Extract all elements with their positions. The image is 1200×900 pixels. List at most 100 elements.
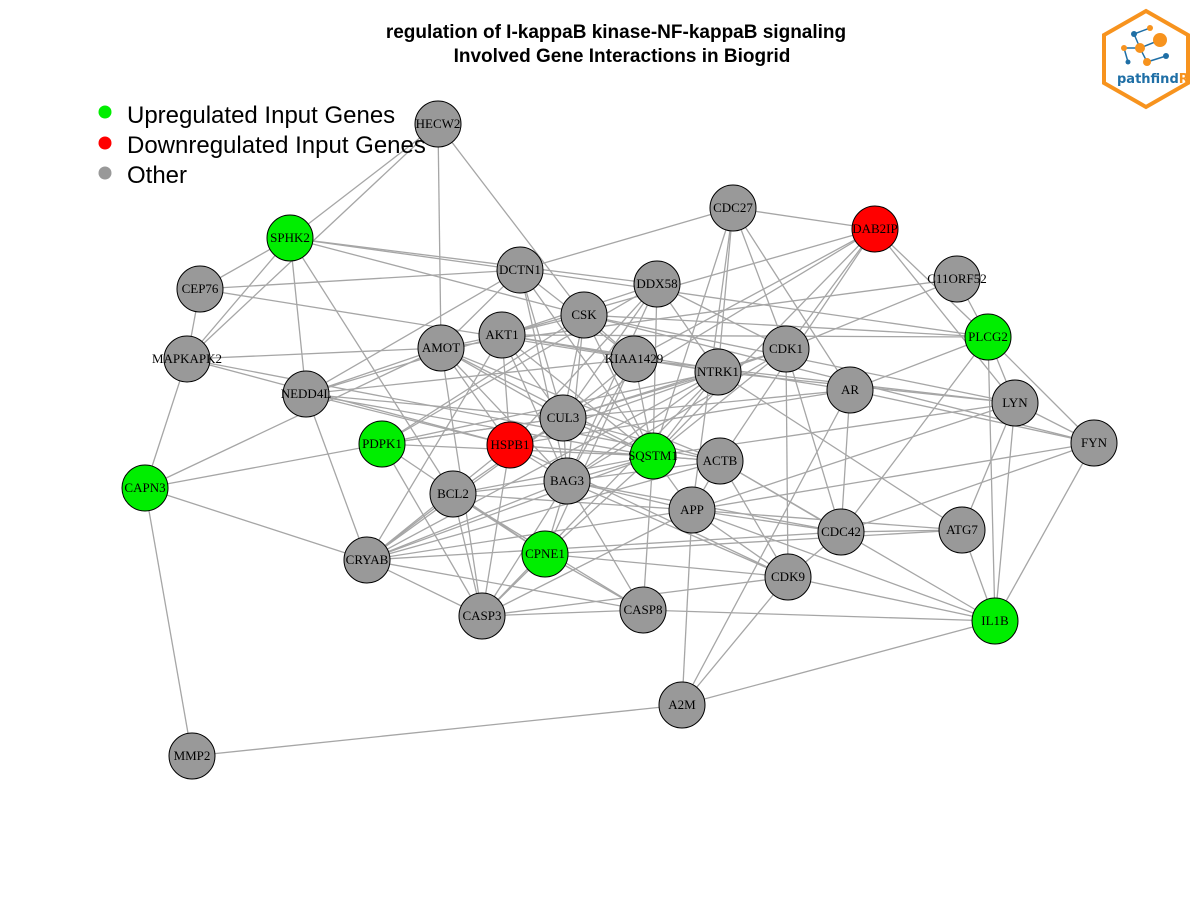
- node-cul3: CUL3: [539, 394, 587, 442]
- node-label-cdk9: CDK9: [771, 569, 805, 584]
- edge-sphk2-ddx58: [289, 237, 658, 285]
- svg-text:pathfindR: pathfindR: [1117, 72, 1189, 87]
- legend-swatch-up: [98, 105, 112, 119]
- node-pdpk1: PDPK1: [358, 420, 406, 468]
- node-plcg2: PLCG2: [964, 313, 1012, 361]
- node-circle-cpne1: [521, 530, 569, 578]
- node-label-sphk2: SPHK2: [270, 230, 310, 245]
- node-circle-a2m: [658, 681, 706, 729]
- edge-c11orf52-cdk1: [785, 278, 958, 350]
- edge-nedd4l-sqstm1: [305, 393, 654, 457]
- node-label-casp3: CASP3: [462, 608, 501, 623]
- node-bag3: BAG3: [543, 457, 591, 505]
- node-label-dctn1: DCTN1: [499, 262, 541, 277]
- node-circle-mapkapk2: [163, 335, 211, 383]
- edge-app-cdc42: [691, 509, 842, 533]
- node-label-capn3: CAPN3: [124, 480, 165, 495]
- node-circle-cep76: [176, 265, 224, 313]
- node-label-csk: CSK: [571, 307, 597, 322]
- legend-swatch-down: [98, 136, 112, 150]
- node-label-ntrk1: NTRK1: [697, 364, 739, 379]
- node-akt1: AKT1: [478, 311, 526, 359]
- edge-cdc27-ntrk1: [717, 207, 734, 373]
- node-mapkapk2: MAPKAPK2: [152, 335, 222, 383]
- node-circle-akt1: [478, 311, 526, 359]
- legend-label-other: Other: [127, 162, 187, 189]
- edge-akt1-nedd4l: [305, 334, 503, 395]
- node-circle-lyn: [991, 379, 1039, 427]
- node-circle-il1b: [971, 597, 1019, 645]
- edge-cdk9-a2m: [681, 576, 789, 706]
- node-label-mmp2: MMP2: [174, 748, 211, 763]
- node-circle-dctn1: [496, 246, 544, 294]
- node-label-plcg2: PLCG2: [968, 329, 1008, 344]
- logo-text: pathfind: [1117, 72, 1179, 87]
- edge-pdpk1-casp3: [381, 443, 483, 617]
- node-label-fyn: FYN: [1081, 435, 1108, 450]
- edge-plcg2-cdc42: [840, 336, 989, 533]
- node-mmp2: MMP2: [168, 732, 216, 780]
- edge-ddx58-bag3: [566, 283, 658, 482]
- node-ddx58: DDX58: [633, 260, 681, 308]
- node-amot: AMOT: [417, 324, 465, 372]
- legend-label-down: Downregulated Input Genes: [127, 132, 426, 159]
- node-cep76: CEP76: [176, 265, 224, 313]
- edge-sphk2-csk: [289, 237, 585, 316]
- node-circle-cryab: [343, 536, 391, 584]
- edge-fyn-cdc42: [840, 442, 1095, 533]
- edge-ar-cul3: [562, 389, 851, 419]
- edge-cdk1-cdk9: [785, 348, 789, 578]
- node-circle-c11orf52: [933, 255, 981, 303]
- edge-ntrk1-bag3: [566, 371, 719, 482]
- node-label-hspb1: HSPB1: [490, 437, 529, 452]
- edge-sphk2-bcl2: [289, 237, 454, 495]
- node-label-app: APP: [680, 502, 704, 517]
- node-casp8: CASP8: [619, 586, 667, 634]
- edge-app-il1b: [691, 509, 996, 622]
- node-circle-pdpk1: [358, 420, 406, 468]
- edge-hecw2-sphk2: [289, 123, 439, 239]
- node-cdk1: CDK1: [762, 325, 810, 373]
- node-ntrk1: NTRK1: [694, 348, 742, 396]
- node-label-cryab: CRYAB: [346, 552, 389, 567]
- node-circle-casp3: [458, 592, 506, 640]
- edge-ntrk1-hspb1: [509, 371, 719, 446]
- edge-dctn1-plcg2: [519, 269, 989, 338]
- edge-cdc42-cryab: [366, 531, 842, 561]
- edge-nedd4l-cul3: [305, 393, 564, 419]
- edge-casp8-il1b: [642, 609, 996, 622]
- edge-dab2ip-cul3: [562, 228, 876, 419]
- node-circle-hspb1: [486, 421, 534, 469]
- edge-il1b-a2m: [681, 620, 996, 706]
- node-label-a2m: A2M: [668, 697, 696, 712]
- node-circle-dab2ip: [851, 205, 899, 253]
- edge-hecw2-amot: [437, 123, 442, 349]
- node-circle-hecw2: [414, 100, 462, 148]
- edge-atg7-cpne1: [544, 529, 963, 555]
- node-circle-ddx58: [633, 260, 681, 308]
- edge-akt1-ntrk1: [501, 334, 719, 373]
- edge-akt1-cryab: [366, 334, 503, 561]
- edge-sqstm1-casp8: [642, 455, 654, 611]
- node-circle-capn3: [121, 464, 169, 512]
- node-ar: AR: [826, 366, 874, 414]
- node-label-cdk1: CDK1: [769, 341, 803, 356]
- edge-ddx58-pdpk1: [381, 283, 658, 445]
- node-label-cdc27: CDC27: [713, 200, 753, 215]
- node-label-hecw2: HECW2: [416, 116, 461, 131]
- edge-csk-bag3: [566, 314, 585, 482]
- edge-dctn1-cep76: [199, 269, 521, 290]
- node-circle-sphk2: [266, 214, 314, 262]
- node-label-cep76: CEP76: [182, 281, 219, 296]
- node-dab2ip: DAB2IP: [851, 205, 899, 253]
- node-label-nedd4l: NEDD4L: [281, 386, 332, 401]
- edge-cpne1-cdk9: [544, 553, 789, 578]
- node-label-amot: AMOT: [422, 340, 460, 355]
- edge-lyn-il1b: [994, 402, 1016, 622]
- edge-amot-bag3: [440, 347, 568, 482]
- node-label-lyn: LYN: [1002, 395, 1028, 410]
- node-cdk9: CDK9: [764, 553, 812, 601]
- edge-ar-fyn: [849, 389, 1095, 444]
- logo-text-r: R: [1179, 72, 1189, 87]
- edge-plcg2-fyn: [987, 336, 1095, 444]
